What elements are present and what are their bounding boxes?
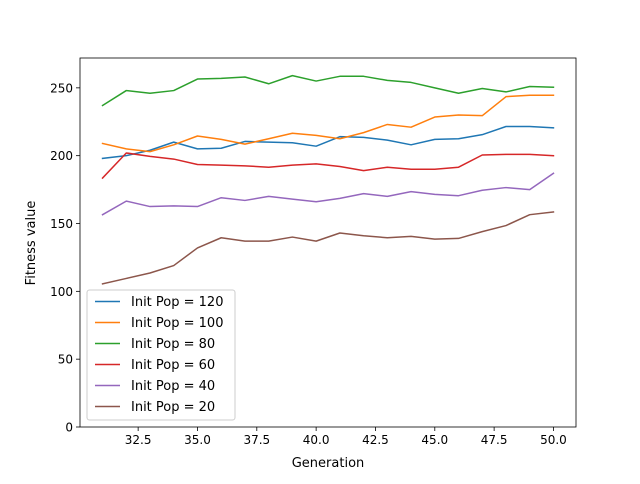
- series-line-5: [101, 172, 555, 216]
- series-layer: [101, 74, 555, 285]
- series-line-4: [101, 152, 555, 180]
- series-line-1: [101, 125, 555, 160]
- x-axis-label: Generation: [292, 456, 365, 471]
- x-tick-label: 35.0: [184, 433, 211, 447]
- x-tick-label: 37.5: [243, 433, 270, 447]
- y-tick-label: 100: [50, 285, 73, 299]
- legend-entry: Init Pop = 100: [131, 316, 223, 331]
- y-tick-label: 50: [58, 353, 73, 367]
- x-tick-label: 47.5: [481, 433, 508, 447]
- x-tick-label: 45.0: [421, 433, 448, 447]
- series-line-6: [101, 211, 555, 285]
- y-axis-label: Fitness value: [24, 201, 39, 286]
- legend-entry: Init Pop = 60: [131, 358, 215, 373]
- axes-layer: 32.5 35.0 37.5 40.0 42.5 45.0 47.5 50.0 0 50 100 15…: [50, 57, 577, 447]
- plot-frame: [79, 57, 577, 428]
- x-tick-label: 50.0: [540, 433, 567, 447]
- x-tick-label: 40.0: [303, 433, 330, 447]
- y-tick-label: 150: [50, 217, 73, 231]
- x-tick-label: 42.5: [362, 433, 389, 447]
- y-tick-label: 200: [50, 149, 73, 163]
- series-line-3: [101, 74, 555, 107]
- legend-entry: Init Pop = 80: [131, 337, 215, 352]
- series-line-2: [101, 94, 555, 153]
- y-tick-label: 250: [50, 81, 73, 95]
- x-tick-label: 32.5: [125, 433, 152, 447]
- legend-entry: Init Pop = 120: [131, 295, 223, 310]
- legend-entry: Init Pop = 40: [131, 379, 215, 394]
- legend-entry: Init Pop = 20: [131, 400, 215, 415]
- y-tick-label: 0: [65, 421, 73, 435]
- legend-box: [86, 289, 236, 421]
- legend: Init Pop = 120 Init Pop = 100 Init Pop = 8…: [86, 289, 236, 421]
